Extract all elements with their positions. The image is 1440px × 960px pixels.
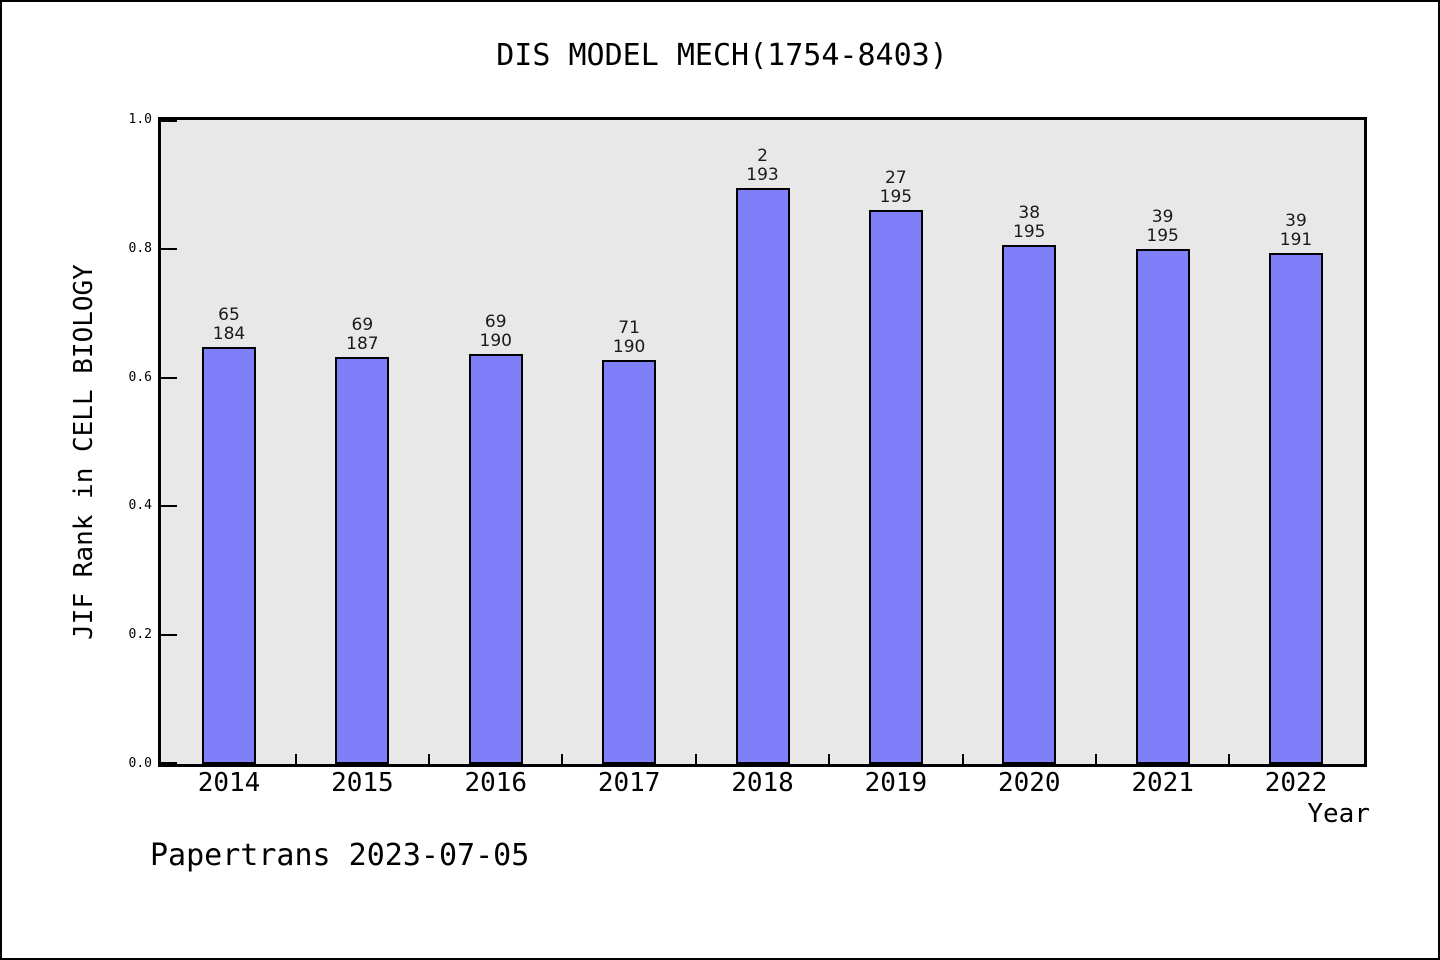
y-tick-1.0 xyxy=(161,120,177,122)
y-tick-label-0.0: 0.0 xyxy=(128,756,152,771)
bar-2021 xyxy=(1135,249,1190,764)
bar-value-label-2020: 38 195 xyxy=(1013,203,1046,242)
bar-2014 xyxy=(202,347,256,764)
bar-2016 xyxy=(468,354,523,764)
bar-2019 xyxy=(868,210,923,764)
x-tick-label-2018: 2018 xyxy=(731,768,794,798)
bar-value-label-2015: 69 187 xyxy=(346,315,379,354)
chart-title: DIS MODEL MECH(1754-8403) xyxy=(496,38,948,73)
x-minor-tick xyxy=(428,754,431,764)
y-tick-0.2 xyxy=(161,634,177,637)
y-tick-label-1.0: 1.0 xyxy=(128,112,152,127)
x-minor-tick xyxy=(828,754,831,764)
bar-value-label-2022: 39 191 xyxy=(1279,211,1313,250)
bar-value-label-2021: 39 195 xyxy=(1146,207,1179,246)
plot-area: 65 184 69 187 69 190 71 190 2 193 27 195 38 19… xyxy=(158,117,1367,767)
bar-value-label-2019: 27 195 xyxy=(879,168,913,207)
x-tick-label-2015: 2015 xyxy=(331,768,394,798)
x-minor-tick xyxy=(561,754,564,764)
bar-2017 xyxy=(602,360,657,764)
x-tick-label-2014: 2014 xyxy=(197,768,261,798)
x-minor-tick xyxy=(1228,754,1231,764)
x-tick-label-2017: 2017 xyxy=(597,768,661,798)
bar-value-label-2017: 71 190 xyxy=(612,318,646,357)
y-tick-label-0.4: 0.4 xyxy=(128,498,152,514)
bar-2020 xyxy=(1002,245,1057,764)
y-tick-0.8 xyxy=(161,247,177,250)
y-axis-label: JIF Rank in CELL BIOLOGY xyxy=(69,264,99,640)
bar-2018 xyxy=(735,188,790,764)
y-tick-0.0 xyxy=(161,762,177,764)
x-tick-label-2021: 2021 xyxy=(1131,768,1194,798)
bar-value-label-2016: 69 190 xyxy=(479,312,512,351)
x-minor-tick xyxy=(961,754,964,764)
bar-value-label-2014: 65 184 xyxy=(212,305,246,344)
x-tick-label-2020: 2020 xyxy=(997,768,1061,798)
y-tick-0.6 xyxy=(161,376,177,379)
bar-value-label-2018: 2 193 xyxy=(746,146,779,185)
y-tick-label-0.2: 0.2 xyxy=(128,627,152,643)
x-tick-label-2016: 2016 xyxy=(464,768,528,798)
x-minor-tick xyxy=(694,754,697,764)
bar-2015 xyxy=(335,357,390,764)
x-tick-label-2019: 2019 xyxy=(864,768,928,798)
x-tick-label-2022: 2022 xyxy=(1264,768,1328,798)
bar-2022 xyxy=(1269,253,1323,764)
x-minor-tick xyxy=(294,754,297,764)
x-axis-label: Year xyxy=(1307,799,1370,829)
footer-text: Papertrans 2023-07-05 xyxy=(150,838,530,873)
plot-inner: 65 184 69 187 69 190 71 190 2 193 27 195 38 19… xyxy=(161,120,1364,764)
y-tick-label-0.8: 0.8 xyxy=(128,240,152,256)
x-minor-tick xyxy=(1094,754,1097,764)
y-tick-label-0.6: 0.6 xyxy=(128,369,152,385)
y-tick-0.4 xyxy=(161,505,177,508)
